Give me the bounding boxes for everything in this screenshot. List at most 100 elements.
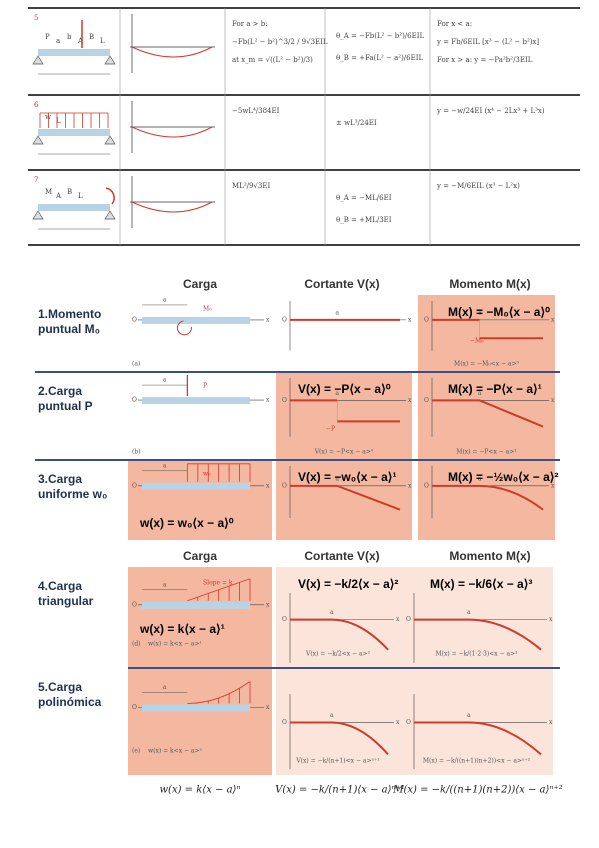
figure-label: A [55,192,62,200]
caption: w(x) = k<x − a>ⁿ [148,748,203,755]
beam [142,601,250,609]
row-label: 2.Carga [38,384,82,398]
case-number: 6 [34,101,39,109]
axis-label: a [335,475,339,482]
axis-label: a [467,609,471,616]
figure-tag: (b) [132,449,141,456]
beam [142,482,250,490]
axis-label: x [408,482,412,489]
case-number: 7 [34,176,38,184]
row-label: 4.Carga [38,579,82,593]
function-curve [432,318,543,340]
max-deflection: ML²/9√3EI [232,182,270,190]
load-tag: P [203,383,207,390]
elastic-curve: y = −w/24EI (x⁴ − 2Lx³ + L³x) [436,107,545,115]
axis-label: a [330,609,334,616]
max-deflection: For a > b: [232,20,268,28]
axis-label: O [282,482,287,489]
highlight [276,460,412,540]
slope: θ_B = +ML/3EI [336,216,392,224]
load-tag: M₀ [203,306,212,313]
axis-label: O [282,397,287,404]
moment-equation: M(x) = −M₀⟨x − a⟩⁰ [448,305,550,319]
axis-label: x [551,397,555,404]
figure-tag: (d) [132,641,141,648]
max-deflection: −Fb(L² − b²)^3/2 / 9√3EIL [232,38,328,46]
column-header: Momento M(x) [449,277,530,291]
function-curve [290,399,400,423]
max-deflection: −5wL⁴/384EI [232,107,280,115]
slope: ± wL³/24EI [336,119,377,127]
axis-label: x [551,482,555,489]
figure-label: B [67,188,72,196]
column-header: Momento M(x) [449,549,530,563]
highlight [128,460,272,540]
highlight [276,372,412,460]
elastic-curve: y = Fb/6EIL [x³ − (L² − b²)x] [436,38,539,46]
slope: θ_B = +Fa(L² − a²)/6EIL [336,54,423,62]
axis-label: a [478,390,482,397]
axis-label: O [132,482,137,489]
max-deflection: at x_m = √((L² − b²)/3) [232,56,313,64]
axis-label: O [424,397,429,404]
beam [142,316,250,324]
column-header: Carga [183,277,217,291]
axis-label: O [282,616,287,623]
highlight [418,460,555,540]
figure-label: w [45,113,51,121]
function-curve [432,399,544,428]
elastic-curve: For x < a: [437,20,472,28]
axis-label: x [549,616,553,623]
axis-label: O [132,316,137,323]
axis-label: O [406,719,411,726]
figure-label: b [67,33,72,41]
caption: M(x) = −k/((n+1)(n+2))<x − a>ⁿ⁺² [423,758,531,765]
axis-label: O [282,316,287,323]
moment-equation: M(x) = −k/6⟨x − a⟩³ [430,577,532,591]
function-curve [432,484,544,511]
function-curve [290,618,389,651]
shear-equation: V(x) = −k/2⟨x − a⟩² [298,577,398,591]
caption: w(x) = k<x − a>¹ [148,641,202,648]
beam [38,204,110,211]
value-tag: −M₀ [470,338,484,345]
beam [142,704,250,712]
support [104,210,116,220]
moment-arrow [105,187,115,205]
row-label: polinómica [38,695,102,709]
column-header: Cortante V(x) [304,277,379,291]
highlight [400,567,553,668]
axis-label: a [478,309,482,316]
slope: θ_A = −ML/6EI [336,194,392,202]
axis-label: a [330,712,334,719]
load-arrow [176,320,192,336]
support [32,210,44,220]
caption: V(x) = −k/2<x − a>² [305,651,371,658]
figure-label: P [45,33,50,41]
axis-label: x [266,316,270,323]
axis-label: x [266,397,270,404]
axis-label: x [549,719,553,726]
moment-equation: M(x) = −P⟨x − a⟩¹ [448,382,542,396]
axis-label: x [551,316,555,323]
caption: V(x) = −k/(n+1)<x − a>ⁿ⁺¹ [295,758,379,765]
axis-label: a [335,390,339,397]
axis-label: O [132,704,137,711]
highlight [128,668,272,775]
figure-label: a [56,37,60,45]
row-label: 5.Carga [38,680,82,694]
axis-label: a [335,309,339,316]
figure-label: M [45,188,52,196]
figure-label: B [89,33,94,41]
support [104,55,116,65]
function-curve [290,721,389,756]
row-label: uniforme w₀ [38,487,107,501]
axis-label: x [266,704,270,711]
column-header: Carga [183,549,217,563]
row-label: 3.Carga [38,472,82,486]
column-header: Cortante V(x) [304,549,379,563]
beam [38,129,110,136]
slope: θ_A = −Fb(L² − b²)/6EIL [336,32,424,40]
axis-label: a [163,296,167,303]
beam [38,49,110,56]
